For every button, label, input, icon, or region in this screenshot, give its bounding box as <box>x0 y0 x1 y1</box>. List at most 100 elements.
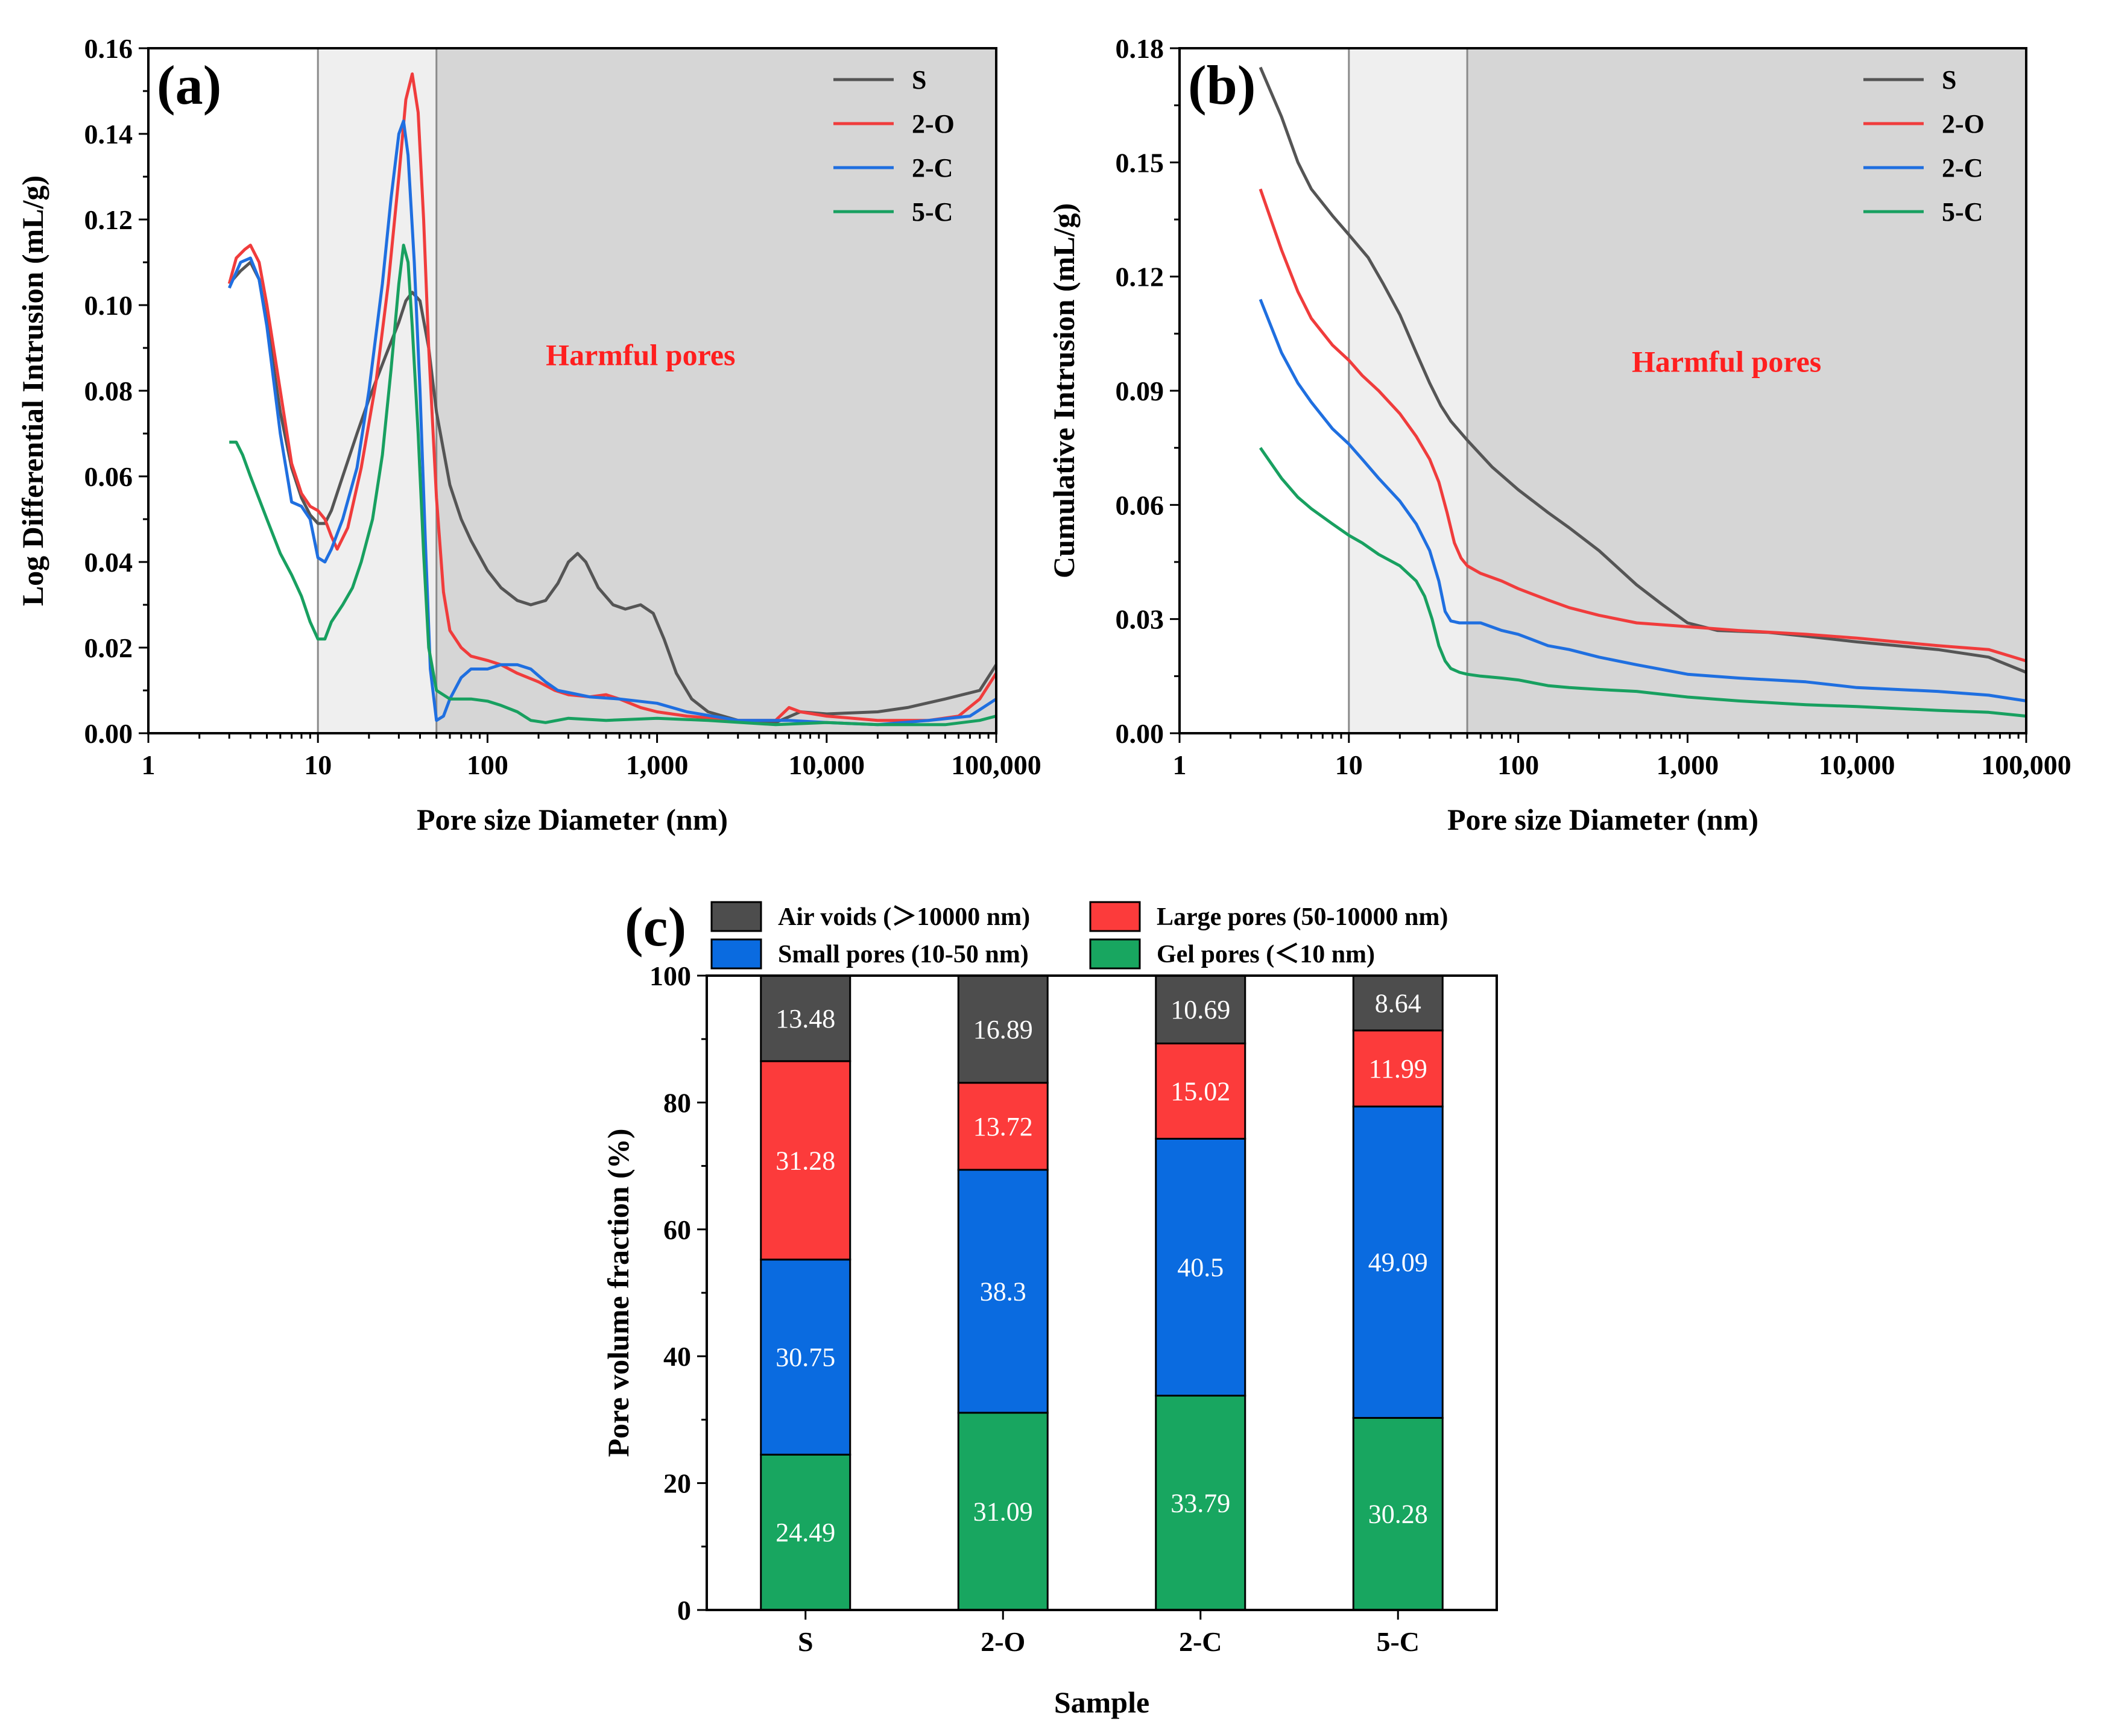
series-line-2-O <box>1259 188 2027 663</box>
bar-value-label: 31.09 <box>973 1497 1033 1526</box>
y-axis-title: Cumulative Intrusion (mL/g) <box>1047 203 1081 578</box>
y-tick-label: 20 <box>663 1468 691 1499</box>
legend-label: Large pores (50-10000 nm) <box>1157 903 1448 931</box>
bar-value-label: 16.89 <box>973 1015 1033 1044</box>
bar-segment-5-C-2 <box>1352 1029 1444 1108</box>
y-axis-title: Pore volume fraction (%) <box>601 1129 635 1457</box>
panel-label: (c) <box>625 896 686 958</box>
legend-label-S: S <box>912 65 926 95</box>
bar-segment-2-C-2 <box>1155 1042 1246 1140</box>
x-tick-label: 1 <box>1173 750 1187 780</box>
bar-value-label: 49.09 <box>1368 1248 1428 1277</box>
bar-value-label: 30.28 <box>1368 1500 1428 1529</box>
bar-value-label: 11.99 <box>1369 1054 1427 1084</box>
legend-label-2-O: 2-O <box>1942 109 1985 139</box>
y-tick-label: 60 <box>663 1214 691 1245</box>
bar-segment-2-O-1 <box>957 1169 1049 1414</box>
x-axis-title: Pore size Diameter (nm) <box>1447 803 1758 836</box>
bar-value-label: 8.64 <box>1375 988 1421 1018</box>
bar-value-label: 33.79 <box>1170 1488 1230 1518</box>
region-small-pores <box>1348 48 1468 733</box>
bar-segment-5-C-3 <box>1352 974 1444 1032</box>
y-tick-label: 0.02 <box>84 633 133 663</box>
legend-label: Gel pores (＜10 nm) <box>1157 941 1375 968</box>
harmful-pores-annotation: Harmful pores <box>1632 344 1821 378</box>
panel-a: Harmful pores 1 10 100 1,000 10,000 100,000 0.0… <box>16 33 1041 836</box>
y-tick-label: 0.04 <box>84 547 133 578</box>
bar-segment-S-1 <box>760 1258 851 1456</box>
y-tick-label: 0.18 <box>1116 33 1164 64</box>
legend-label-2-O: 2-O <box>912 109 955 139</box>
y-tick-label: 0.10 <box>84 290 133 321</box>
y-tick-label: 0.15 <box>1116 147 1164 178</box>
legend-swatch <box>710 901 762 932</box>
y-tick-label: 0.12 <box>84 204 133 235</box>
y-tick-label: 0.09 <box>1116 376 1164 406</box>
series-line-2-C <box>227 119 997 727</box>
series-line-S <box>228 260 998 724</box>
x-tick-label: 100,000 <box>1981 750 2071 780</box>
bar-value-label: 15.02 <box>1170 1076 1230 1106</box>
y-axis-title: Log Differential Intrusion (mL/g) <box>16 175 49 606</box>
y-tick-label: 0.03 <box>1116 604 1164 635</box>
x-tick-label: 10,000 <box>1819 750 1895 780</box>
legend-label-2-C: 2-C <box>912 153 953 183</box>
bar-value-label: 30.75 <box>776 1343 835 1372</box>
bar-segment-2-O-2 <box>957 1082 1049 1171</box>
bar-segment-S-3 <box>760 974 851 1062</box>
panel-b: Harmful pores 1 10 100 1,000 10,000 100,000 0.0… <box>1047 33 2071 836</box>
y-tick-label: 0.00 <box>84 718 133 749</box>
bar-value-label: 24.49 <box>776 1518 835 1547</box>
bar-value-label: 40.5 <box>1177 1252 1224 1282</box>
y-tick-label: 0.16 <box>84 33 133 64</box>
y-tick-label: 0.06 <box>84 461 133 492</box>
legend-swatch <box>1089 938 1141 970</box>
y-tick-label: 0.06 <box>1116 490 1164 520</box>
legend-swatch <box>1089 901 1141 932</box>
x-tick-label: 1,000 <box>1657 750 1719 780</box>
bar-segment-5-C-0 <box>1352 1416 1444 1611</box>
region-harmful-pores <box>436 48 996 733</box>
panel-label: (a) <box>157 54 221 116</box>
bar-segment-2-O-0 <box>957 1412 1049 1611</box>
bar-value-label: 31.28 <box>776 1146 835 1175</box>
bar-segment-S-0 <box>760 1453 851 1611</box>
bar-value-label: 10.69 <box>1170 995 1230 1024</box>
legend-label: Small pores (10-50 nm) <box>778 941 1029 968</box>
x-category-label: 5-C <box>1376 1626 1420 1657</box>
y-tick-label: 0.00 <box>1116 718 1164 749</box>
y-tick-label: 80 <box>663 1087 691 1118</box>
legend-label-5-C: 5-C <box>912 197 953 227</box>
bar-segment-2-C-3 <box>1155 974 1246 1044</box>
series-line-5-C <box>229 244 997 727</box>
y-tick-label: 0.12 <box>1116 262 1164 292</box>
x-axis-title: Pore size Diameter (nm) <box>417 803 728 836</box>
series-line-2-C <box>1259 298 2027 702</box>
x-tick-label: 10,000 <box>789 750 865 780</box>
x-tick-label: 1,000 <box>626 750 689 780</box>
bar-value-label: 13.48 <box>776 1004 835 1034</box>
bar-value-label: 13.72 <box>973 1112 1033 1141</box>
panel-c: 24.49 30.75 31.28 13.48 S 31.09 38.3 13.72 16.89… <box>601 896 1498 1719</box>
x-category-label: 2-O <box>981 1626 1025 1657</box>
y-tick-label: 100 <box>649 961 691 991</box>
series-line-5-C <box>1259 447 2027 718</box>
legend-label-5-C: 5-C <box>1942 197 1983 227</box>
legend-label-S: S <box>1942 65 1956 95</box>
y-tick-label: 0.08 <box>84 376 133 406</box>
x-tick-label: 10 <box>1335 750 1363 780</box>
y-tick-label: 0 <box>677 1595 691 1626</box>
x-tick-label: 10 <box>304 750 332 780</box>
region-harmful-pores <box>1467 48 2026 733</box>
panel-label: (b) <box>1188 54 1256 116</box>
x-tick-label: 100 <box>1497 750 1539 780</box>
bar-segment-2-O-3 <box>957 974 1049 1084</box>
x-category-label: 2-C <box>1179 1626 1222 1657</box>
legend-label-2-C: 2-C <box>1942 153 1983 183</box>
y-tick-label: 0.14 <box>84 119 133 150</box>
legend-label: Air voids (＞10000 nm) <box>778 903 1030 931</box>
y-tick-label: 40 <box>663 1341 691 1372</box>
x-tick-label: 100 <box>467 750 508 780</box>
harmful-pores-annotation: Harmful pores <box>546 338 735 371</box>
bar-value-label: 38.3 <box>980 1277 1026 1306</box>
